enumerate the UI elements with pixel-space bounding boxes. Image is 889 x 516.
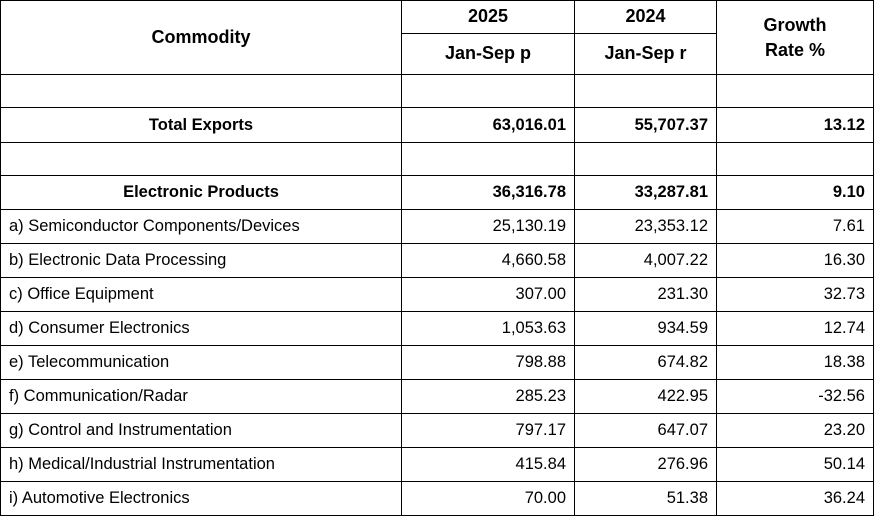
cell-value-2024: 4,007.22 <box>574 243 717 278</box>
cell-growth-rate: 32.73 <box>716 277 874 312</box>
cell-growth-rate: 12.74 <box>716 311 874 346</box>
cell-value-2025: 307.00 <box>401 277 575 312</box>
table-row: g) Control and Instrumentation 797.17 647.… <box>0 413 874 448</box>
table-row: b) Electronic Data Processing 4,660.58 4,0… <box>0 243 874 278</box>
cell-value-2025: 1,053.63 <box>401 311 575 346</box>
header-row-1: Commodity 2025 2024 Growth Rate % <box>0 0 874 75</box>
cell-commodity: a) Semiconductor Components/Devices <box>0 209 402 244</box>
cell-commodity: i) Automotive Electronics <box>0 481 402 516</box>
cell-value-2024: 231.30 <box>574 277 717 312</box>
table-header: Commodity 2025 2024 Growth Rate % Jan-Se… <box>0 0 874 75</box>
cell-value-2025: 63,016.01 <box>401 107 575 143</box>
column-header-year-2024: 2024 <box>574 0 717 34</box>
cell-value-2024: 23,353.12 <box>574 209 717 244</box>
cell-value-2025: 798.88 <box>401 345 575 380</box>
cell-commodity: f) Communication/Radar <box>0 379 402 414</box>
cell-value-2024 <box>574 142 717 176</box>
cell-value-2025: 36,316.78 <box>401 175 575 210</box>
cell-growth-rate: 9.10 <box>716 175 874 210</box>
cell-value-2025: 415.84 <box>401 447 575 482</box>
header-row-2: Jan-Sep p Jan-Sep r <box>1 33 874 75</box>
table-row: c) Office Equipment 307.00 231.30 32.73 <box>0 277 874 312</box>
cell-value-2025: 285.23 <box>401 379 575 414</box>
cell-commodity: e) Telecommunication <box>0 345 402 380</box>
cell-growth-rate: 36.24 <box>716 481 874 516</box>
table-spacer-row <box>0 74 874 108</box>
cell-commodity: Total Exports <box>0 107 402 143</box>
cell-growth-rate: 16.30 <box>716 243 874 278</box>
column-header-year-2025: 2025 <box>401 0 575 34</box>
table-row: h) Medical/Industrial Instrumentation 415… <box>0 447 874 482</box>
cell-value-2024: 51.38 <box>574 481 717 516</box>
cell-commodity: h) Medical/Industrial Instrumentation <box>0 447 402 482</box>
column-header-growth-rate: Growth Rate % <box>716 0 874 75</box>
table-row: a) Semiconductor Components/Devices 25,13… <box>0 209 874 244</box>
cell-commodity <box>0 74 402 108</box>
cell-value-2025: 25,130.19 <box>401 209 575 244</box>
cell-value-2025: 797.17 <box>401 413 575 448</box>
cell-value-2024: 422.95 <box>574 379 717 414</box>
cell-value-2024: 276.96 <box>574 447 717 482</box>
cell-value-2024: 934.59 <box>574 311 717 346</box>
cell-growth-rate <box>716 142 874 176</box>
table-row: f) Communication/Radar 285.23 422.95 -32.56 <box>0 379 874 414</box>
cell-value-2024: 55,707.37 <box>574 107 717 143</box>
cell-growth-rate: 23.20 <box>716 413 874 448</box>
column-header-period-2025: Jan-Sep p <box>401 33 575 75</box>
cell-growth-rate <box>716 74 874 108</box>
cell-commodity: Electronic Products <box>0 175 402 210</box>
column-header-commodity: Commodity <box>0 0 402 75</box>
cell-growth-rate: 7.61 <box>716 209 874 244</box>
cell-growth-rate: 50.14 <box>716 447 874 482</box>
cell-value-2024: 674.82 <box>574 345 717 380</box>
cell-growth-rate: -32.56 <box>716 379 874 414</box>
cell-growth-rate: 13.12 <box>716 107 874 143</box>
cell-value-2024 <box>574 74 717 108</box>
cell-commodity: d) Consumer Electronics <box>0 311 402 346</box>
cell-commodity <box>0 142 402 176</box>
cell-commodity: c) Office Equipment <box>0 277 402 312</box>
table-spacer-row <box>0 142 874 176</box>
table-row: e) Telecommunication 798.88 674.82 18.38 <box>0 345 874 380</box>
cell-commodity: g) Control and Instrumentation <box>0 413 402 448</box>
column-header-period-2024: Jan-Sep r <box>574 33 717 75</box>
table-row: i) Automotive Electronics 70.00 51.38 36.24 <box>0 481 874 516</box>
cell-value-2024: 33,287.81 <box>574 175 717 210</box>
growth-header-line-1: Growth <box>763 15 827 36</box>
cell-value-2024: 647.07 <box>574 413 717 448</box>
table-row: d) Consumer Electronics 1,053.63 934.59 12.… <box>0 311 874 346</box>
cell-value-2025: 4,660.58 <box>401 243 575 278</box>
growth-header-line-2: Rate % <box>764 39 826 60</box>
cell-value-2025 <box>401 74 575 108</box>
cell-commodity: b) Electronic Data Processing <box>0 243 402 278</box>
cell-growth-rate: 18.38 <box>716 345 874 380</box>
table-row: Total Exports 63,016.01 55,707.37 13.12 <box>0 107 874 143</box>
cell-value-2025 <box>401 142 575 176</box>
table-body: Total Exports 63,016.01 55,707.37 13.12 Elec… <box>0 74 874 516</box>
cell-value-2025: 70.00 <box>401 481 575 516</box>
table-row: Electronic Products 36,316.78 33,287.81 9.1… <box>0 175 874 210</box>
